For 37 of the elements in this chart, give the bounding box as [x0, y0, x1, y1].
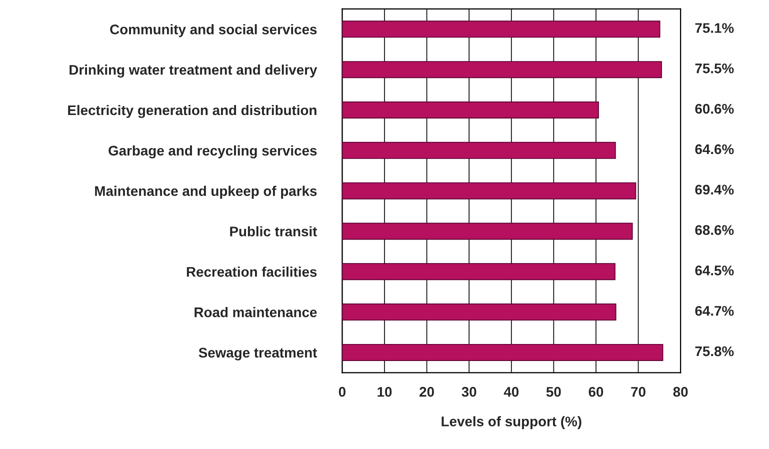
x-tick-label: 30: [462, 386, 476, 397]
y-tick-label: Community and social services: [110, 24, 317, 38]
data-label: 64.6%: [695, 144, 734, 154]
y-tick-label: Drinking water treatment and delivery: [70, 64, 318, 78]
y-tick-label: Garbage and recycling services: [108, 145, 317, 158]
y-tick-label: Public transit: [230, 226, 318, 236]
y-tick-label: Sewage treatment: [198, 348, 318, 360]
bar: [342, 222, 633, 240]
y-tick-label: Road maintenance: [194, 307, 317, 318]
x-tick-label: 80: [673, 386, 688, 397]
y-tick-label: Maintenance and upkeep of parks: [95, 186, 317, 199]
data-label: 68.6%: [695, 225, 734, 235]
y-tick-label: Electricity generation and distribution: [68, 104, 316, 118]
bar: [342, 304, 616, 321]
x-tick-label: 0: [338, 386, 346, 397]
x-tick-label: 10: [378, 386, 392, 397]
y-tick-label: Recreation facilities: [186, 266, 317, 277]
bar: [342, 182, 636, 200]
bar: [342, 102, 599, 119]
x-tick-label: 20: [420, 386, 434, 397]
bar: [342, 61, 662, 78]
x-axis-title: Levels of support (%): [442, 416, 582, 430]
x-tick-label: 70: [631, 386, 646, 397]
data-label: 60.6%: [695, 104, 734, 114]
bar: [342, 344, 664, 361]
bar: [342, 20, 660, 38]
data-label: 75.8%: [695, 346, 734, 356]
data-label: 75.5%: [695, 64, 734, 74]
x-tick-label: 40: [504, 386, 519, 397]
x-tick-label: 50: [546, 386, 561, 397]
data-label: 75.1%: [695, 23, 734, 33]
x-tick-label: 60: [588, 386, 604, 397]
bar: [342, 142, 616, 159]
data-label: 64.7%: [695, 306, 734, 316]
data-label: 64.5%: [695, 266, 734, 276]
data-label: 69.4%: [695, 184, 734, 195]
bar: [342, 263, 616, 280]
